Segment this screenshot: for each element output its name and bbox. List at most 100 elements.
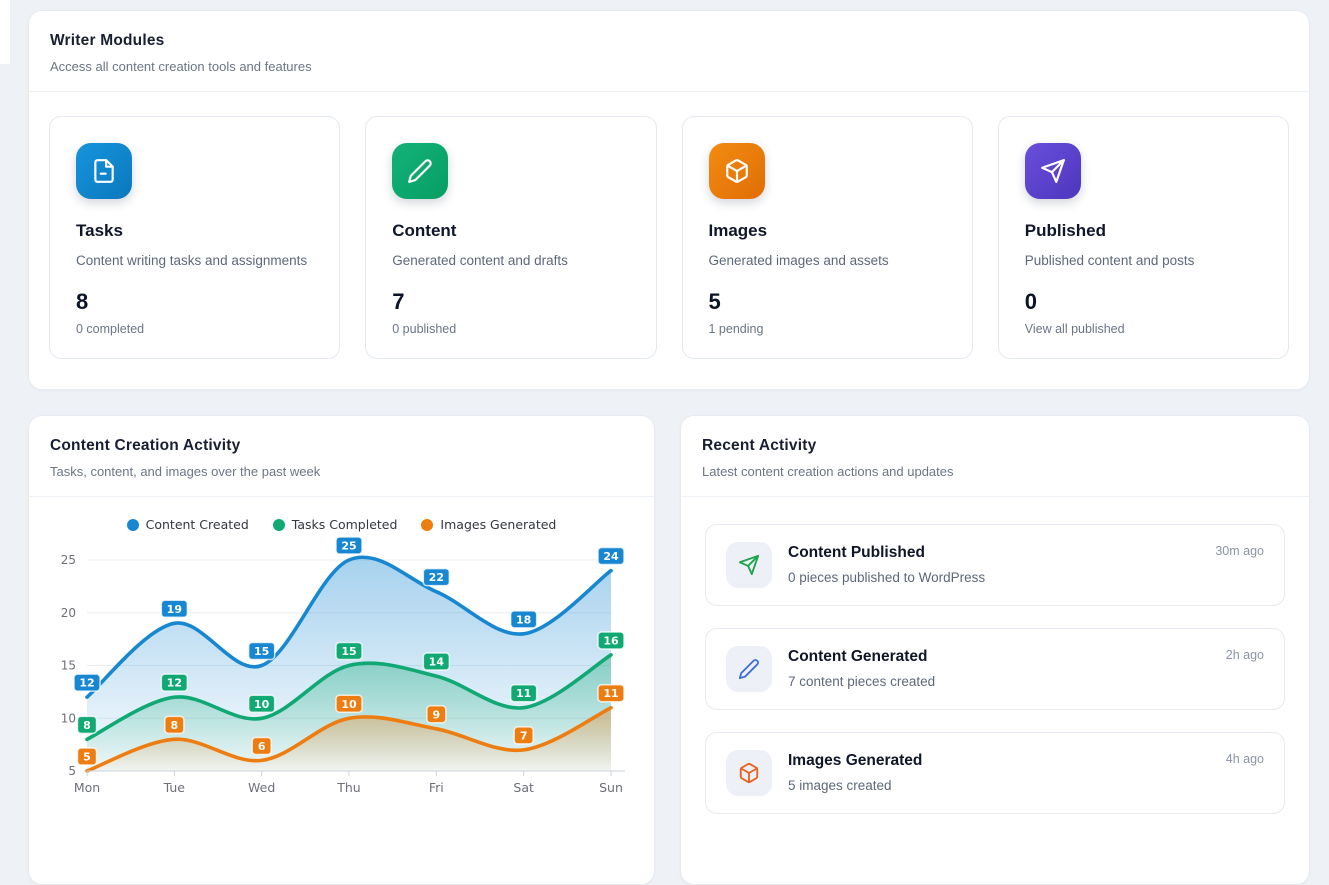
legend-dot-green — [272, 518, 285, 531]
legend-item-content-created[interactable]: Content Created — [126, 517, 249, 532]
svg-text:Sun: Sun — [599, 780, 623, 795]
legend-item-images-generated[interactable]: Images Generated — [421, 517, 556, 532]
module-card-substat: 1 pending — [708, 322, 764, 336]
svg-text:10: 10 — [254, 698, 270, 711]
legend-label: Images Generated — [440, 517, 557, 532]
module-card-count: 0 — [1024, 289, 1037, 314]
svg-text:12: 12 — [167, 677, 182, 690]
chart-panel-title: Content Creation Activity — [50, 437, 241, 454]
svg-text:11: 11 — [603, 687, 618, 700]
send-icon — [726, 542, 772, 588]
svg-text:16: 16 — [603, 634, 619, 647]
activity-line-chart[interactable]: 5 10 15 20 25 Mon Tue Wed Thu Fri Sat Sun 12 19 15 25 22… — [29, 532, 654, 828]
module-card-title: Content — [392, 221, 457, 240]
svg-text:15: 15 — [61, 659, 76, 673]
chart-panel-subtitle: Tasks, content, and images over the past… — [50, 464, 321, 479]
svg-text:25: 25 — [341, 540, 356, 553]
activity-item-timestamp: 4h ago — [1225, 752, 1264, 766]
pencil-icon — [392, 143, 449, 199]
chart-legend: Content Created Tasks Completed Images G… — [29, 517, 654, 532]
activity-item-title: Images Generated — [788, 752, 923, 769]
recent-activity-title: Recent Activity — [702, 437, 817, 454]
svg-text:10: 10 — [61, 711, 76, 725]
legend-item-tasks-completed[interactable]: Tasks Completed — [272, 517, 398, 532]
file-icon — [76, 143, 132, 199]
recent-activity-divider — [681, 496, 1309, 497]
writer-modules-title: Writer Modules — [50, 32, 165, 49]
svg-text:25: 25 — [61, 553, 76, 567]
activity-item-body: Content Generated 7 content pieces creat… — [788, 646, 935, 689]
send-icon — [1024, 143, 1081, 199]
activity-item-title: Content Generated — [788, 648, 928, 665]
svg-text:15: 15 — [254, 645, 269, 658]
recent-activity-subtitle: Latest content creation actions and upda… — [702, 464, 954, 479]
svg-text:Tue: Tue — [163, 780, 186, 795]
activity-item-images-generated[interactable]: Images Generated 5 images created 4h ago — [705, 732, 1285, 814]
activity-item-title: Content Published — [788, 544, 925, 561]
activity-item-body: Images Generated 5 images created — [788, 750, 922, 793]
svg-text:11: 11 — [516, 687, 531, 700]
writer-modules-divider — [29, 91, 1309, 92]
svg-text:18: 18 — [516, 613, 531, 626]
svg-text:14: 14 — [429, 656, 445, 669]
content-creation-activity-panel: Content Creation Activity Tasks, content… — [28, 415, 655, 885]
recent-activity-header: Recent Activity Latest content creation … — [681, 416, 1309, 496]
module-card-count: 8 — [76, 289, 89, 314]
module-card-tasks[interactable]: Tasks Content writing tasks and assignme… — [49, 116, 341, 359]
svg-text:Wed: Wed — [248, 780, 275, 795]
svg-text:20: 20 — [61, 606, 76, 620]
left-edge-panel-fragment — [0, 0, 10, 64]
svg-text:12: 12 — [79, 677, 94, 690]
svg-text:10: 10 — [341, 698, 357, 711]
module-card-title: Tasks — [76, 221, 123, 240]
module-card-description: Generated images and assets — [708, 253, 889, 268]
writer-modules-panel: Writer Modules Access all content creati… — [28, 10, 1310, 390]
activity-item-description: 7 content pieces created — [788, 674, 936, 689]
module-card-published[interactable]: Published Published content and posts 0 … — [997, 116, 1289, 359]
module-card-substat: View all published — [1024, 322, 1125, 336]
chart-panel-divider — [29, 496, 654, 497]
recent-activity-list: Content Published 0 pieces published to … — [681, 497, 1309, 841]
svg-text:Fri: Fri — [429, 780, 444, 795]
activity-item-description: 0 pieces published to WordPress — [788, 570, 986, 585]
activity-item-timestamp: 30m ago — [1215, 544, 1264, 558]
svg-text:Thu: Thu — [336, 780, 360, 795]
legend-dot-blue — [126, 518, 139, 531]
cube-icon — [708, 143, 765, 199]
svg-text:5: 5 — [68, 764, 76, 778]
module-card-images[interactable]: Images Generated images and assets 5 1 p… — [681, 116, 973, 359]
svg-text:9: 9 — [433, 708, 441, 721]
legend-label: Content Created — [145, 517, 249, 532]
module-card-description: Generated content and drafts — [392, 253, 568, 268]
svg-text:7: 7 — [520, 729, 528, 742]
module-card-count: 7 — [392, 289, 405, 314]
svg-text:24: 24 — [603, 550, 619, 563]
svg-text:22: 22 — [429, 571, 444, 584]
activity-item-content-generated[interactable]: Content Generated 7 content pieces creat… — [705, 628, 1285, 710]
module-card-substat: 0 completed — [76, 322, 145, 336]
module-card-content[interactable]: Content Generated content and drafts 7 0… — [365, 116, 657, 359]
activity-item-content-published[interactable]: Content Published 0 pieces published to … — [705, 524, 1285, 606]
activity-item-body: Content Published 0 pieces published to … — [788, 542, 985, 585]
module-card-description: Published content and posts — [1024, 253, 1195, 268]
activity-item-timestamp: 2h ago — [1225, 648, 1264, 662]
writer-modules-header: Writer Modules Access all content creati… — [29, 11, 1309, 91]
legend-label: Tasks Completed — [291, 517, 398, 532]
module-cards-row: Tasks Content writing tasks and assignme… — [29, 92, 1309, 383]
module-card-substat: 0 published — [392, 322, 457, 336]
svg-text:6: 6 — [258, 740, 266, 753]
svg-text:Sat: Sat — [513, 780, 534, 795]
svg-text:19: 19 — [167, 603, 182, 616]
cube-icon — [726, 750, 772, 796]
svg-text:5: 5 — [83, 751, 91, 764]
svg-text:Mon: Mon — [74, 780, 100, 795]
writer-modules-subtitle: Access all content creation tools and fe… — [50, 59, 312, 74]
activity-item-description: 5 images created — [788, 778, 892, 793]
module-card-title: Published — [1024, 221, 1106, 240]
recent-activity-panel: Recent Activity Latest content creation … — [680, 415, 1310, 885]
legend-dot-orange — [421, 518, 434, 531]
pencil-icon — [726, 646, 772, 692]
svg-text:8: 8 — [83, 719, 91, 732]
module-card-title: Images — [708, 221, 768, 240]
svg-text:15: 15 — [341, 645, 356, 658]
